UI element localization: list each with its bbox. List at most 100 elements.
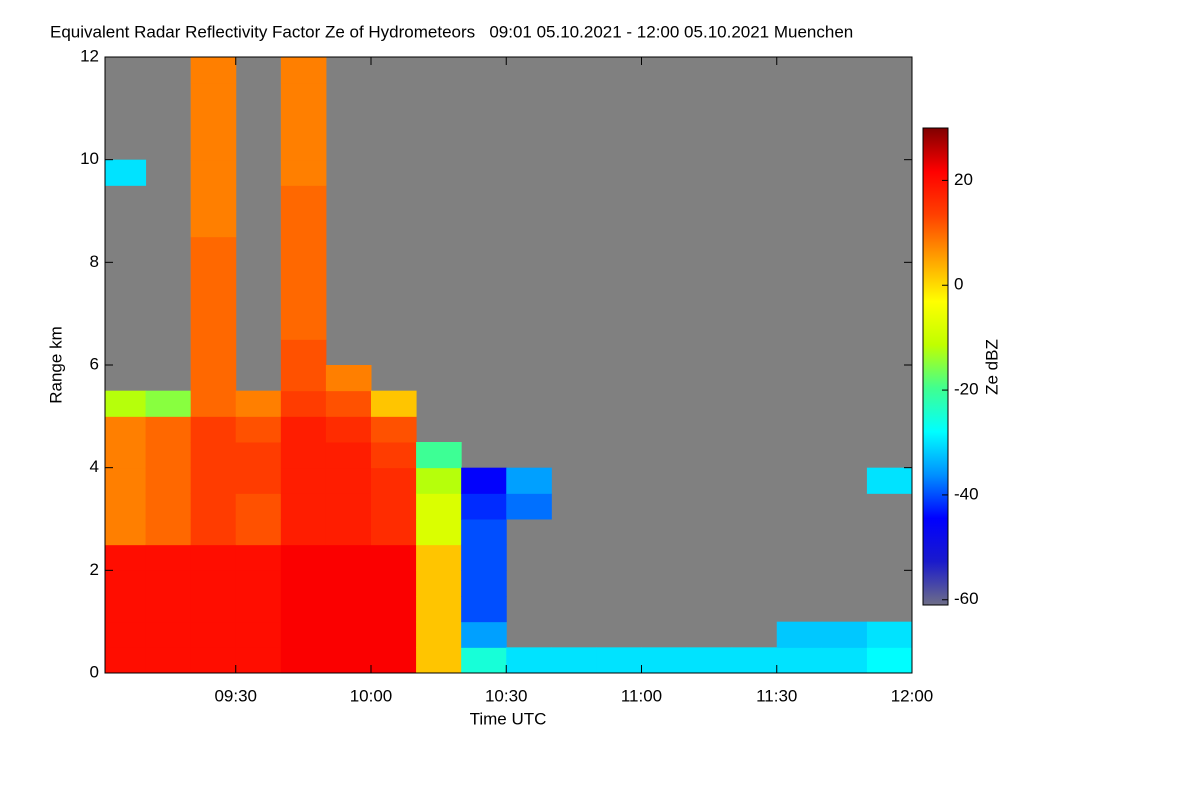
heatmap-cell <box>821 647 868 674</box>
heatmap-cell <box>105 467 147 494</box>
y-tick-label: 10 <box>80 149 99 168</box>
heatmap-cell <box>105 159 147 186</box>
heatmap-cell <box>235 416 282 443</box>
x-tick-label: 12:00 <box>891 686 934 705</box>
heatmap-cell <box>145 442 192 469</box>
y-axis-label: Range km <box>46 326 65 403</box>
heatmap-cell <box>325 621 372 648</box>
heatmap-cell <box>190 159 237 186</box>
heatmap-cell <box>325 596 372 623</box>
heatmap-cell <box>416 596 462 623</box>
heatmap-cell <box>190 82 237 109</box>
heatmap-cell <box>280 236 327 263</box>
colorbar-label: Ze dBZ <box>982 339 1001 395</box>
heatmap-cell <box>190 339 237 366</box>
heatmap-cell <box>105 647 147 674</box>
heatmap-cell <box>506 493 552 520</box>
heatmap-cell <box>821 621 868 648</box>
heatmap-cell <box>280 159 327 186</box>
colorbar-tick-label: 20 <box>954 170 973 189</box>
heatmap-cell <box>370 621 417 648</box>
heatmap-cell <box>866 647 913 674</box>
heatmap-cell <box>145 519 192 546</box>
heatmap-cell <box>145 544 192 571</box>
heatmap-cell <box>370 467 417 494</box>
heatmap-cell <box>370 596 417 623</box>
heatmap-cell <box>370 519 417 546</box>
chart-title: Equivalent Radar Reflectivity Factor Ze … <box>50 22 853 41</box>
colorbar-tick-label: 0 <box>954 275 963 294</box>
x-tick-label: 10:30 <box>485 686 528 705</box>
heatmap-cell <box>506 467 552 494</box>
heatmap-cell <box>731 647 778 674</box>
heatmap-cell <box>506 647 552 674</box>
heatmap-cell <box>325 519 372 546</box>
y-tick-label: 0 <box>90 662 99 681</box>
heatmap-cell <box>416 570 462 597</box>
heatmap-cell <box>145 570 192 597</box>
heatmap-cell <box>235 493 282 520</box>
heatmap-cell <box>370 442 417 469</box>
heatmap-cell <box>461 493 507 520</box>
heatmap-cell <box>190 519 237 546</box>
x-axis-label: Time UTC <box>470 709 547 728</box>
heatmap-cell <box>416 467 462 494</box>
heatmap-cell <box>280 647 327 674</box>
heatmap-cell <box>190 108 237 135</box>
heatmap-cell <box>105 390 147 417</box>
heatmap-cell <box>416 544 462 571</box>
heatmap-cell <box>280 544 327 571</box>
y-tick-label: 2 <box>90 560 99 579</box>
y-tick-label: 12 <box>80 46 99 65</box>
heatmap-cell <box>145 647 192 674</box>
heatmap-cell <box>370 647 417 674</box>
heatmap-cell <box>280 82 327 109</box>
heatmap-cell <box>461 570 507 597</box>
heatmap-cell <box>190 134 237 161</box>
heatmap-cell <box>280 365 327 392</box>
heatmap-cell <box>190 467 237 494</box>
heatmap-cell <box>145 416 192 443</box>
heatmap-cell <box>190 57 237 84</box>
heatmap-cell <box>190 288 237 315</box>
heatmap-cell <box>190 236 237 263</box>
heatmap-cell <box>105 596 147 623</box>
heatmap-cell <box>105 493 147 520</box>
heatmap-cell <box>416 493 462 520</box>
heatmap-cell <box>235 570 282 597</box>
heatmap-cell <box>370 570 417 597</box>
y-tick-label: 6 <box>90 354 99 373</box>
heatmap-cell <box>280 134 327 161</box>
heatmap-cell <box>325 544 372 571</box>
heatmap-cell <box>190 621 237 648</box>
colorbar-tick-label: -40 <box>954 484 979 503</box>
heatmap-cell <box>686 647 733 674</box>
heatmap-cell <box>145 621 192 648</box>
heatmap-cell <box>190 596 237 623</box>
heatmap-cell <box>105 442 147 469</box>
heatmap-cell <box>461 544 507 571</box>
heatmap-cell <box>370 416 417 443</box>
colorbar-tick-label: -60 <box>954 589 979 608</box>
heatmap-cell <box>776 647 823 674</box>
heatmap-cell <box>105 570 147 597</box>
heatmap-cell <box>325 467 372 494</box>
heatmap-cell <box>596 647 642 674</box>
heatmap-cell <box>280 108 327 135</box>
heatmap-cell <box>235 442 282 469</box>
heatmap-cell <box>461 519 507 546</box>
heatmap-cell <box>190 493 237 520</box>
heatmap-cell <box>280 390 327 417</box>
heatmap-cell <box>776 621 823 648</box>
heatmap-cell <box>416 647 462 674</box>
heatmap-cell <box>145 467 192 494</box>
heatmap-cell <box>325 570 372 597</box>
colorbar-tick-label: -20 <box>954 380 979 399</box>
heatmap-cell <box>866 621 913 648</box>
heatmap-cell <box>105 416 147 443</box>
heatmap-cell <box>235 596 282 623</box>
heatmap-cell <box>190 544 237 571</box>
x-tick-label: 09:30 <box>214 686 257 705</box>
colorbar <box>922 127 949 606</box>
heatmap-cell <box>280 185 327 212</box>
